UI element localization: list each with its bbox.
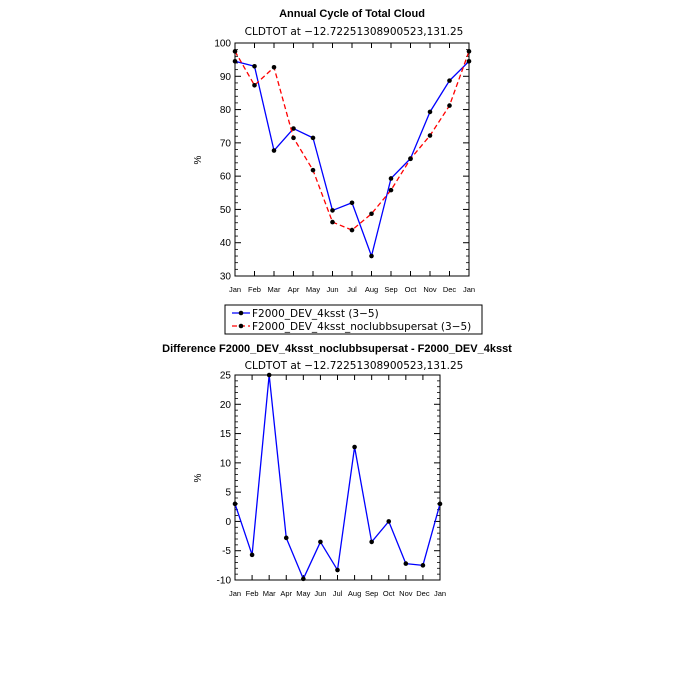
chart1-ytick-label: 100 [214, 39, 231, 50]
chart1-series-1-point [291, 126, 296, 131]
chart1-series-2-point [232, 49, 238, 54]
chart2-xtick-label: Sep [365, 589, 378, 598]
chart1-frame [234, 42, 470, 277]
chart2-ytick-label: -10 [217, 576, 232, 587]
chart1-series-1-point [427, 109, 433, 115]
chart2-ytick-label: 5 [225, 488, 231, 499]
chart1-series-1-point [349, 200, 355, 206]
chart1-series-2-point [466, 49, 472, 54]
chart1-xtick-label: Mar [268, 285, 281, 294]
chart2-series-1-point [232, 501, 238, 507]
chart2-ytick-label: 0 [225, 517, 231, 528]
chart2-ytick-label: 10 [220, 458, 232, 469]
chart1-xtick-label: Jan [229, 285, 241, 294]
chart1-ytick-label: 90 [220, 72, 232, 83]
chart2-xtick-label: Apr [280, 589, 292, 598]
legend-frame [224, 304, 483, 335]
chart1-series-2-point [388, 187, 394, 193]
chart1-series-1-point [232, 59, 238, 64]
chart2-xtick-label: Jan [229, 589, 241, 598]
chart1-plot: Jan Feb Mar Apr May Jun Jul Aug Sep Oct Nov Dec Jan 3… [214, 39, 475, 295]
chart1-series-1-point [271, 148, 277, 153]
chart2-ytick-label: -5 [222, 546, 231, 557]
chart1-xtick-label: Sep [384, 285, 397, 294]
chart1-series-1-point [252, 64, 257, 69]
chart1-xtick-label: Feb [248, 285, 261, 294]
chart2-series-1-point [301, 576, 306, 582]
chart1-xtick-label: Oct [405, 285, 418, 294]
chart2-ylabel: % [193, 473, 204, 482]
chart1-series-2-point [330, 219, 335, 225]
chart1-xtick-label: Nov [423, 285, 437, 294]
chart1-series-1-point [369, 253, 374, 259]
chart2-series-1-line [234, 374, 441, 580]
legend-marker-series-1 [238, 310, 244, 316]
chart2-series-1-point [437, 501, 443, 507]
chart2-ytick-label: 15 [220, 429, 232, 440]
chart1-series-2-point [408, 156, 413, 162]
chart1-xtick-label: Aug [365, 285, 378, 294]
chart1-xtick-label: Jul [347, 285, 357, 294]
chart2-series-1-point [369, 539, 374, 545]
chart2-ytick-label: 20 [220, 400, 232, 411]
chart1-series-1-point [388, 176, 394, 181]
chart1-series-1-point [447, 78, 452, 83]
chart2-series-1-point [420, 563, 426, 568]
chart2-xtick-label: Jul [333, 589, 343, 598]
legend-label-series-2: F2000_DEV_4ksst_noclubbsupersat (3−5) [252, 321, 471, 333]
chart1-ytick-label: 30 [220, 272, 232, 283]
chart1-series-1-point [310, 135, 316, 141]
chart2-series-1-point [266, 372, 272, 378]
chart2-xtick-label: Oct [383, 589, 396, 598]
chart2-xtick-label: Jan [434, 589, 446, 598]
chart2-series-1-point [335, 567, 340, 573]
chart1-ytick-label: 80 [220, 105, 232, 116]
chart1-xtick-label: Jan [463, 285, 475, 294]
chart2-series-1-point [403, 561, 409, 566]
chart2-series-1-point [318, 539, 323, 545]
chart2-series-1-point [352, 444, 357, 450]
chart1-series-2-point [252, 82, 257, 88]
legend-marker-series-2 [238, 323, 244, 329]
chart2-series-1-point [283, 535, 289, 541]
chart1-series-2-point [291, 135, 296, 141]
chart1-series-2-point [447, 103, 452, 108]
chart1-series-2-point [310, 167, 316, 173]
chart1-series-2-point [349, 227, 355, 233]
chart2-xtick-label: Aug [348, 589, 361, 598]
chart2-xtick-label: May [296, 589, 310, 598]
chart2-title: Difference F2000_DEV_4ksst_noclubbsupers… [162, 343, 512, 355]
chart1-xtick-label: Dec [443, 285, 457, 294]
chart1-xtick-label: Apr [288, 285, 300, 294]
chart1-legend: F2000_DEV_4ksst (3−5) F2000_DEV_4ksst_no… [224, 304, 483, 335]
chart1-ylabel: % [193, 155, 204, 164]
chart1-series-1-point [330, 208, 335, 213]
chart2-xtick-label: Dec [416, 589, 430, 598]
chart1-series-2-point [427, 133, 433, 138]
chart1-xtick-label: Jun [326, 285, 338, 294]
chart2-series-1-point [249, 552, 255, 558]
chart1-xtick-label: May [306, 285, 320, 294]
chart2-xtick-label: Jun [314, 589, 326, 598]
chart1-ytick-label: 50 [220, 205, 232, 216]
legend-label-series-1: F2000_DEV_4ksst (3−5) [252, 308, 379, 320]
chart1-series-2-point [369, 211, 374, 217]
chart1-ytick-label: 60 [220, 172, 232, 183]
chart2-plot: Jan Feb Mar Apr May Jun Jul Aug Sep Oct Nov Dec Jan -… [217, 371, 447, 599]
chart2-xtick-label: Mar [263, 589, 276, 598]
chart1-series-2-point [271, 64, 277, 70]
chart1-series-1-point [466, 59, 472, 64]
chart2-xtick-label: Feb [246, 589, 259, 598]
chart1-subtitle: CLDTOT at −12.72251308900523,131.25 [245, 26, 464, 38]
chart1-ytick-label: 70 [220, 138, 232, 149]
chart1-ytick-label: 40 [220, 238, 232, 249]
chart2-ytick-label: 25 [220, 371, 232, 382]
chart2-series-1-point [386, 519, 392, 524]
chart2-subtitle: CLDTOT at −12.72251308900523,131.25 [245, 360, 464, 372]
chart1-title: Annual Cycle of Total Cloud [279, 8, 425, 20]
chart2-xtick-label: Nov [399, 589, 413, 598]
chart1-series-1-line [234, 60, 470, 257]
